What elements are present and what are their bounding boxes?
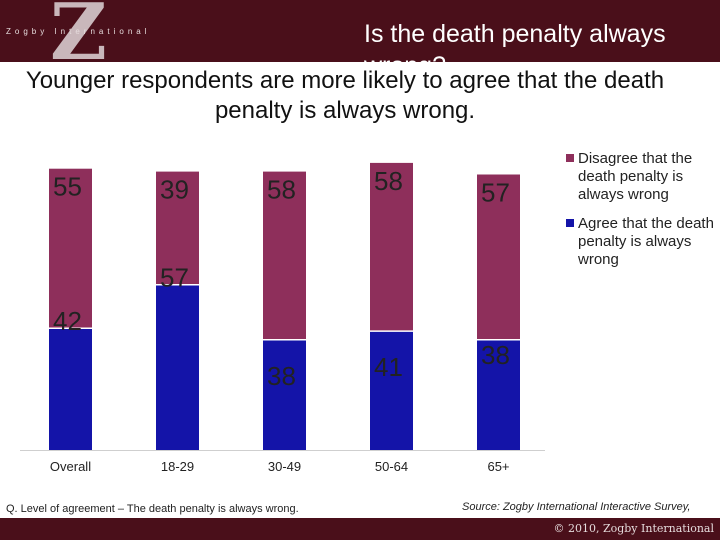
data-label-agree: 41 [374, 352, 403, 382]
bar-agree [263, 339, 306, 450]
data-label-disagree: 58 [374, 166, 403, 196]
data-label-disagree: 57 [481, 178, 510, 208]
bar-disagree [477, 174, 520, 340]
bar-disagree [263, 171, 306, 340]
data-label-disagree: 55 [53, 172, 82, 202]
data-label-disagree: 58 [267, 175, 296, 205]
legend-label: Agree that the death penalty is always w… [578, 215, 714, 268]
zogby-logo-letter: Z [50, 0, 107, 78]
legend-swatch [566, 154, 574, 162]
footer-bar: © 2010, Zogby International [0, 518, 720, 540]
slide-subtitle: Younger respondents are more likely to a… [25, 67, 665, 124]
legend-item: Agree that the death penalty is always w… [566, 215, 716, 269]
legend-item: Disagree that the death penalty is alway… [566, 150, 716, 204]
category-label: 18-29 [161, 459, 194, 474]
data-label-agree: 38 [267, 361, 296, 391]
category-label: Overall [50, 459, 91, 474]
category-label: 30-49 [268, 459, 301, 474]
category-label: 50-64 [375, 459, 408, 474]
bar-agree [156, 284, 199, 450]
bar-agree [477, 339, 520, 450]
header-bar: Z Zogby International Is the death penal… [0, 0, 720, 80]
zogby-logo-text: Zogby International [6, 27, 151, 36]
bar-disagree [370, 162, 413, 332]
source-note: Source: Zogby International Interactive … [462, 501, 691, 513]
copyright-text: © 2010, Zogby International [553, 522, 714, 535]
chart-legend: Disagree that the death penalty is alway… [566, 150, 716, 269]
bar-disagree [156, 171, 199, 285]
slide-title: Is the death penalty always wrong? [364, 20, 666, 80]
bar-agree [49, 328, 92, 450]
question-note: Q. Level of agreement – The death penalt… [6, 503, 299, 515]
data-label-agree: 38 [481, 340, 510, 370]
data-label-agree: 57 [160, 263, 189, 293]
bar-agree [370, 331, 413, 450]
legend-swatch [566, 219, 574, 227]
category-label: 65+ [487, 459, 509, 474]
bar-disagree [49, 168, 92, 329]
data-label-agree: 42 [53, 306, 82, 336]
data-label-disagree: 39 [160, 175, 189, 205]
legend-label: Disagree that the death penalty is alway… [578, 150, 693, 203]
